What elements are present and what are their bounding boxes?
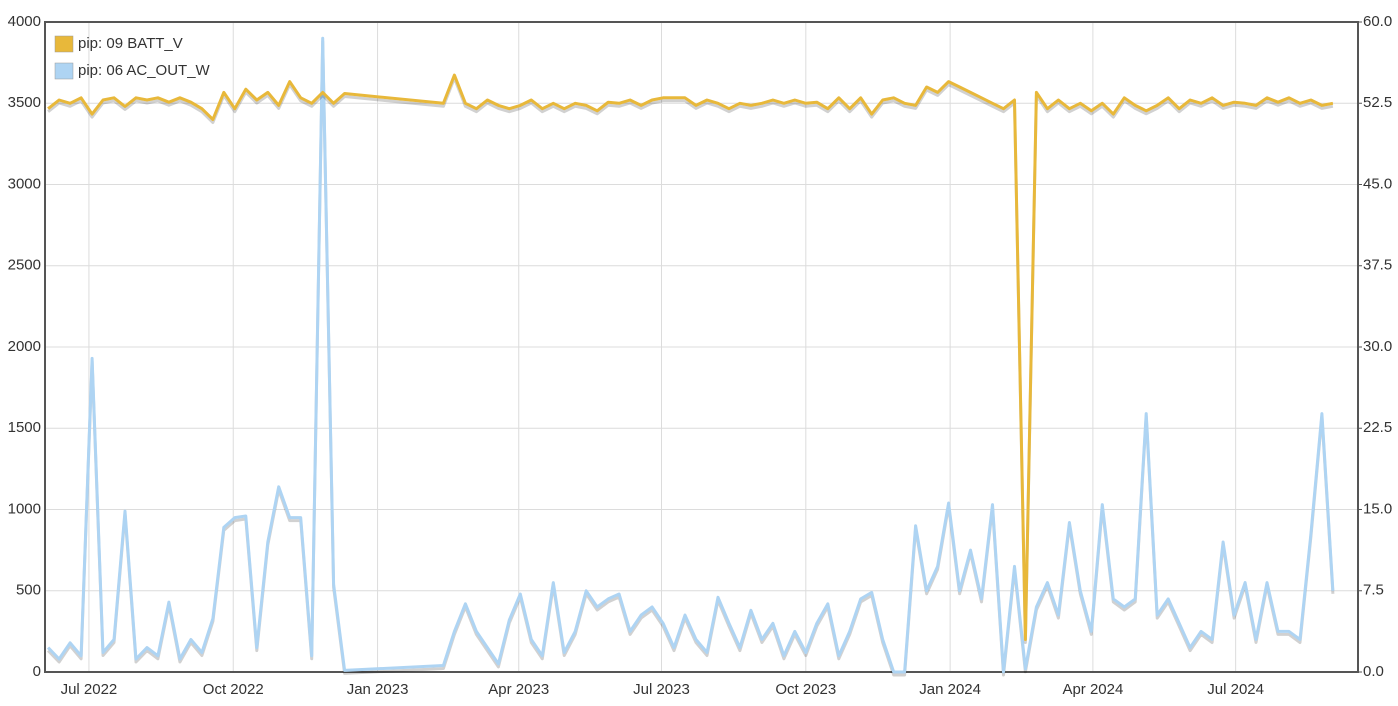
legend-label: pip: 06 AC_OUT_W [78, 62, 211, 79]
legend-label: pip: 09 BATT_V [78, 35, 183, 52]
y2-tick-label: 60.0 [1363, 13, 1392, 30]
line-shadow [47, 39, 1335, 677]
y2-tick-label: 15.0 [1363, 500, 1392, 517]
x-tick-label: Oct 2022 [203, 681, 264, 698]
y-tick-label: 3000 [8, 175, 41, 192]
line [47, 73, 1334, 641]
x-tick-label: Apr 2023 [488, 681, 549, 698]
y-tick-label: 1500 [8, 419, 41, 436]
y-tick-label: 0 [33, 663, 41, 680]
y2-tick-label: 22.5 [1363, 419, 1392, 436]
line [47, 36, 1335, 674]
plot-border [44, 21, 1359, 673]
legend-swatch [54, 62, 74, 80]
y2-tick-label: 0.0 [1363, 663, 1384, 680]
x-tick-label: Jan 2024 [919, 681, 981, 698]
x-tick-label: Jan 2023 [347, 681, 409, 698]
y-tick-label: 4000 [8, 13, 41, 30]
y2-tick-label: 37.5 [1363, 257, 1392, 274]
y-tick-label: 2500 [8, 257, 41, 274]
x-tick-label: Jul 2024 [1207, 681, 1264, 698]
y-tick-label: 3500 [8, 94, 41, 111]
y2-tick-label: 52.5 [1363, 94, 1392, 111]
x-tick-label: Oct 2023 [775, 681, 836, 698]
y-tick-label: 2000 [8, 338, 41, 355]
legend-swatch [54, 35, 74, 53]
x-tick-label: Jul 2022 [61, 681, 118, 698]
y-tick-label: 1000 [8, 500, 41, 517]
y2-tick-label: 7.5 [1363, 582, 1384, 599]
x-tick-label: Jul 2023 [633, 681, 690, 698]
x-tick-label: Apr 2024 [1062, 681, 1123, 698]
y-tick-label: 500 [16, 582, 41, 599]
y2-tick-label: 30.0 [1363, 338, 1392, 355]
y2-tick-label: 45.0 [1363, 175, 1392, 192]
line-shadow [47, 76, 1334, 644]
